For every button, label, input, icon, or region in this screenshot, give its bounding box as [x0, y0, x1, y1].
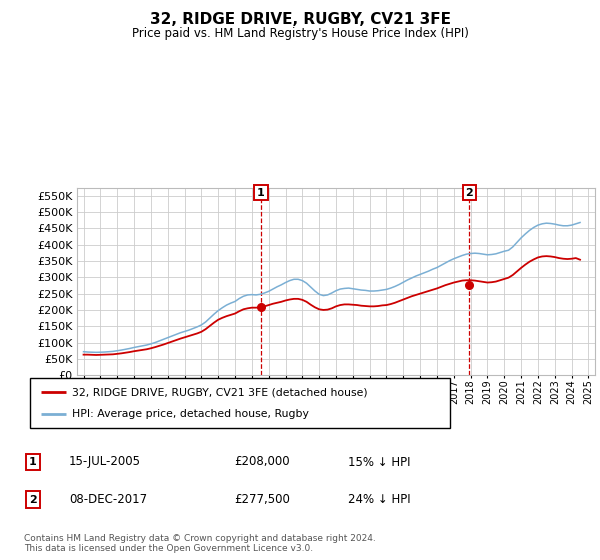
- Text: 24% ↓ HPI: 24% ↓ HPI: [348, 493, 410, 506]
- Text: Contains HM Land Registry data © Crown copyright and database right 2024.
This d: Contains HM Land Registry data © Crown c…: [24, 534, 376, 553]
- Text: 15-JUL-2005: 15-JUL-2005: [69, 455, 141, 469]
- Text: 1: 1: [257, 188, 265, 198]
- Text: 32, RIDGE DRIVE, RUGBY, CV21 3FE: 32, RIDGE DRIVE, RUGBY, CV21 3FE: [149, 12, 451, 27]
- Text: 1: 1: [29, 457, 37, 467]
- Text: 15% ↓ HPI: 15% ↓ HPI: [348, 455, 410, 469]
- Text: HPI: Average price, detached house, Rugby: HPI: Average price, detached house, Rugb…: [72, 409, 309, 419]
- Text: 08-DEC-2017: 08-DEC-2017: [69, 493, 147, 506]
- Text: 32, RIDGE DRIVE, RUGBY, CV21 3FE (detached house): 32, RIDGE DRIVE, RUGBY, CV21 3FE (detach…: [72, 387, 368, 397]
- Text: Price paid vs. HM Land Registry's House Price Index (HPI): Price paid vs. HM Land Registry's House …: [131, 27, 469, 40]
- Text: £208,000: £208,000: [234, 455, 290, 469]
- Text: £277,500: £277,500: [234, 493, 290, 506]
- Text: 2: 2: [29, 494, 37, 505]
- Text: 2: 2: [466, 188, 473, 198]
